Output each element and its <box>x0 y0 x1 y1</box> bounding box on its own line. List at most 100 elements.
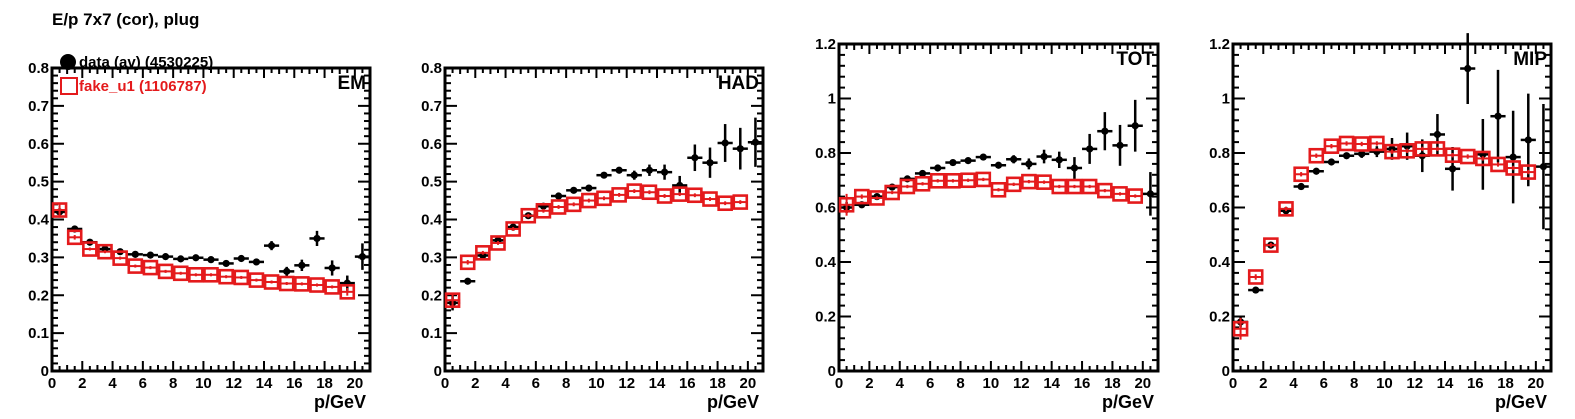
x-tick-label: 20 <box>347 375 364 392</box>
data-point <box>717 124 733 162</box>
mc-point <box>732 194 749 210</box>
data-point <box>702 147 718 178</box>
mc-point <box>626 183 643 199</box>
data-marker <box>252 258 261 266</box>
y-tick-label: 1.2 <box>815 36 836 53</box>
data-marker <box>161 253 170 261</box>
mc-point <box>656 188 673 204</box>
data-point <box>173 255 189 263</box>
x-tick-label: 14 <box>649 375 666 392</box>
data-marker <box>237 254 245 263</box>
mc-marker <box>929 172 946 189</box>
mc-marker <box>581 192 597 209</box>
y-tick-label: 1.2 <box>1209 36 1230 53</box>
data-marker <box>267 242 276 250</box>
mc-marker <box>112 250 128 266</box>
mc-marker <box>1338 135 1355 152</box>
mc-marker <box>248 272 265 288</box>
data-point <box>1248 286 1264 294</box>
x-tick-label: 18 <box>1104 375 1121 392</box>
mc-marker <box>1232 320 1249 337</box>
mc-marker <box>157 263 174 280</box>
x-tick-label: 4 <box>1289 375 1298 392</box>
mc-point <box>687 187 703 204</box>
mc-point <box>1414 141 1431 157</box>
mc-marker <box>188 266 204 283</box>
panel-had: 0 2 4 6 8 10 12 14 16 18 20 0 0.1 0.2 0.3 0.4 0.5 0.6 0.7 0… <box>421 60 765 412</box>
data-point <box>611 166 627 174</box>
mc-point <box>278 275 295 292</box>
y-tick-label: 0.3 <box>421 249 442 266</box>
data-marker <box>207 256 215 264</box>
data-marker <box>570 186 578 194</box>
x-tick-label: 0 <box>1229 375 1237 392</box>
y-tick-label: 0.6 <box>28 136 49 153</box>
mc-marker <box>444 292 461 308</box>
mc-marker <box>975 171 992 188</box>
mc-marker <box>1081 178 1098 195</box>
y-tick-label: 0.4 <box>1209 254 1231 271</box>
mc-point <box>929 172 946 189</box>
page-title: E/p 7x7 (cor), plug <box>52 10 200 29</box>
mc-point <box>611 187 627 203</box>
x-axis-title: p/GeV <box>1102 392 1154 412</box>
y-tick-label: 0.5 <box>28 174 49 191</box>
panel-tot: 0 2 4 6 8 10 12 14 16 18 20 0 0.2 0.4 0.6 0.8 1 1.2 p/GeV T… <box>815 36 1160 412</box>
mc-point <box>1399 143 1415 159</box>
data-point <box>566 186 582 194</box>
data-marker <box>630 171 638 179</box>
mc-marker <box>1308 147 1325 164</box>
mc-marker <box>520 207 537 224</box>
mc-point <box>490 235 506 251</box>
x-tick-label: 0 <box>441 375 449 392</box>
data-marker <box>1464 64 1472 73</box>
data-point <box>1112 124 1128 166</box>
mc-point <box>1490 156 1506 173</box>
y-tick-label: 0 <box>434 363 442 380</box>
x-axis-title: p/GeV <box>314 392 366 412</box>
mc-marker <box>1353 136 1370 152</box>
mc-marker <box>1097 182 1113 199</box>
mc-point <box>1097 182 1113 199</box>
legend-data-marker <box>60 54 76 70</box>
mc-point <box>1081 178 1098 195</box>
mc-point <box>1475 150 1491 167</box>
mc-point <box>263 274 280 290</box>
mc-marker <box>596 190 612 207</box>
mc-point <box>142 259 159 276</box>
mc-point <box>960 172 976 189</box>
mc-marker <box>1429 141 1446 157</box>
mc-marker <box>1066 178 1083 195</box>
mc-marker <box>203 266 219 283</box>
data-marker <box>192 254 200 262</box>
mc-point <box>188 266 204 283</box>
mc-marker <box>550 199 567 215</box>
x-tick-label: 0 <box>48 375 56 392</box>
mc-marker <box>1112 186 1128 202</box>
x-tick-label: 10 <box>1376 375 1393 392</box>
panel-em: 0 2 4 6 8 10 12 14 16 18 20 0 0.1 0.2 0.3 0.4 0.5 0.6 0.7 0… <box>28 60 372 412</box>
mc-marker <box>1399 143 1415 159</box>
data-marker <box>660 168 669 176</box>
x-tick-label: 0 <box>835 375 843 392</box>
data-marker <box>328 264 336 272</box>
data-point <box>1490 69 1506 163</box>
x-tick-label: 16 <box>1074 375 1091 392</box>
mc-marker <box>1490 156 1506 173</box>
x-tick-label: 12 <box>1013 375 1030 392</box>
data-point <box>1505 110 1521 204</box>
y-tick-label: 0.1 <box>421 325 442 342</box>
panel-label: EM <box>338 73 367 94</box>
mc-point <box>1036 174 1052 190</box>
y-tick-label: 0 <box>1222 363 1230 380</box>
mc-marker <box>899 178 916 195</box>
mc-marker <box>1369 135 1385 152</box>
mc-marker <box>1459 148 1476 165</box>
mc-point <box>1021 173 1037 190</box>
mc-point <box>1505 160 1521 176</box>
data-point <box>233 254 249 263</box>
data-point <box>354 243 370 270</box>
data-point <box>1535 103 1551 230</box>
data-marker <box>1358 150 1366 158</box>
